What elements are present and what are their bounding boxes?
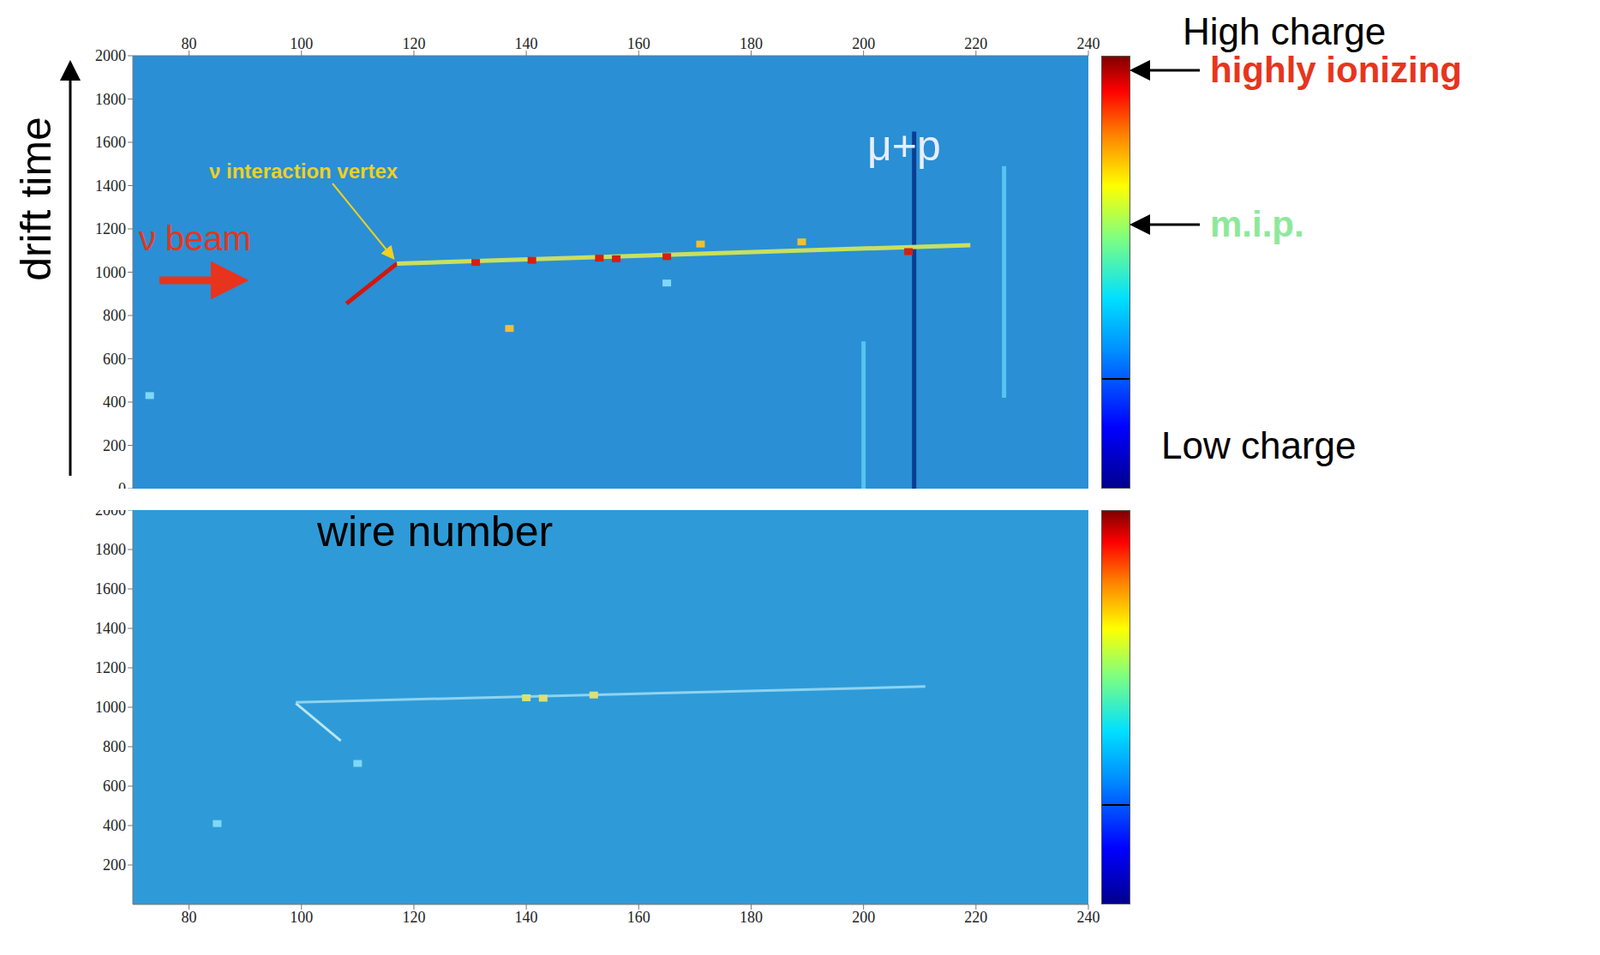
svg-text:160: 160 bbox=[627, 908, 651, 926]
svg-text:2000: 2000 bbox=[95, 47, 126, 65]
html-text:Low charge: Low charge bbox=[1161, 424, 1357, 467]
svg-text:1800: 1800 bbox=[95, 90, 126, 108]
svg-text:100: 100 bbox=[289, 908, 313, 926]
html-text:highly ionizing: highly ionizing bbox=[1210, 49, 1463, 90]
svg-text:200: 200 bbox=[851, 35, 875, 53]
svg-text:200: 200 bbox=[102, 856, 126, 874]
svg-text:1600: 1600 bbox=[95, 580, 126, 598]
svg-text:1400: 1400 bbox=[95, 177, 126, 195]
svg-text:220: 220 bbox=[964, 35, 988, 53]
svg-text:120: 120 bbox=[401, 35, 426, 53]
svg-text:100: 100 bbox=[289, 35, 313, 53]
svg-text:1200: 1200 bbox=[95, 220, 126, 238]
html-text:m.i.p.: m.i.p. bbox=[1210, 203, 1305, 245]
svg-text:2000: 2000 bbox=[95, 509, 126, 519]
svg-text:200: 200 bbox=[851, 908, 875, 926]
svg-text:800: 800 bbox=[102, 737, 126, 756]
svg-text:240: 240 bbox=[1077, 908, 1101, 926]
svg-text:1400: 1400 bbox=[95, 619, 126, 637]
svg-text:1000: 1000 bbox=[95, 698, 126, 716]
html-text:μ+p: μ+p bbox=[867, 121, 941, 170]
svg-text:160: 160 bbox=[627, 35, 651, 53]
svg-text:1800: 1800 bbox=[95, 540, 126, 558]
svg-text:600: 600 bbox=[102, 350, 126, 368]
html-text:drift time: drift time bbox=[11, 116, 60, 282]
html-text:ν beam: ν beam bbox=[138, 219, 252, 258]
svg-text:80: 80 bbox=[181, 908, 198, 926]
svg-text:1600: 1600 bbox=[95, 133, 126, 151]
svg-text:1000: 1000 bbox=[95, 263, 126, 282]
html-text:High charge: High charge bbox=[1182, 10, 1387, 53]
svg-text:80: 80 bbox=[181, 35, 198, 53]
svg-text:200: 200 bbox=[102, 437, 126, 455]
svg-text:120: 120 bbox=[401, 908, 426, 926]
svg-text:180: 180 bbox=[739, 35, 763, 53]
html-text:ν interaction vertex: ν interaction vertex bbox=[209, 159, 398, 183]
svg-text:140: 140 bbox=[515, 35, 539, 53]
svg-text:400: 400 bbox=[102, 393, 126, 411]
svg-text:800: 800 bbox=[102, 306, 126, 324]
svg-text:180: 180 bbox=[739, 908, 763, 926]
svg-text:0: 0 bbox=[118, 479, 126, 489]
svg-text:220: 220 bbox=[964, 908, 988, 926]
html-text:wire number: wire number bbox=[317, 507, 553, 556]
svg-text:240: 240 bbox=[1077, 35, 1101, 53]
svg-text:400: 400 bbox=[102, 816, 126, 834]
svg-text:1200: 1200 bbox=[95, 659, 126, 677]
svg-text:140: 140 bbox=[515, 908, 539, 926]
svg-text:600: 600 bbox=[102, 777, 126, 795]
